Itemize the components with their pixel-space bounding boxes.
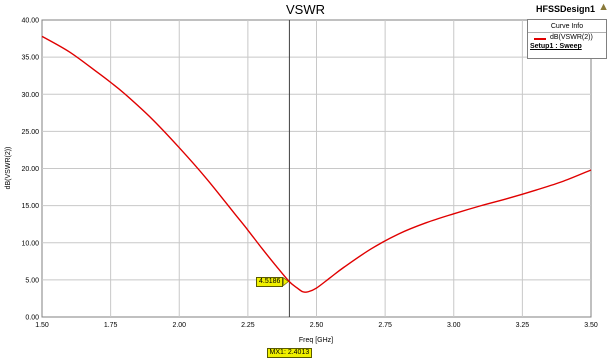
x-tick-label: 3.25 — [516, 322, 530, 329]
y-tick-label: 20.00 — [21, 166, 39, 173]
chart-title: VSWR — [286, 2, 325, 17]
grid — [42, 20, 591, 317]
marker-label[interactable]: MX1: 2.4013 — [266, 348, 313, 358]
y-tick-label: 35.00 — [21, 55, 39, 62]
x-tick-label: 3.00 — [447, 322, 461, 329]
x-tick-label: 2.50 — [310, 322, 324, 329]
hfss-logo-icon: ▲ — [598, 1, 609, 13]
legend-series-name: dB(VSWR(2)) — [550, 34, 593, 41]
x-tick-label: 3.50 — [584, 322, 598, 329]
x-tick-label: 2.25 — [241, 322, 255, 329]
legend[interactable]: Curve Info dB(VSWR(2)) Setup1 : Sweep — [527, 19, 607, 59]
x-tick-label: 2.00 — [172, 322, 186, 329]
x-axis-label: Freq [GHz] — [299, 337, 333, 344]
marker-pointer — [283, 277, 289, 287]
x-tick-label: 1.75 — [104, 322, 118, 329]
x-tick-label: 1.50 — [35, 322, 49, 329]
y-tick-label: 15.00 — [21, 203, 39, 210]
legend-entry[interactable]: dB(VSWR(2)) — [528, 33, 606, 43]
y-tick-label: 5.00 — [25, 277, 39, 284]
series-line-vswr[interactable] — [41, 35, 592, 293]
y-tick-label: 10.00 — [21, 240, 39, 247]
marker-value-label[interactable]: 4.5186 — [255, 276, 284, 287]
legend-swatch — [534, 38, 546, 40]
design-name: HFSSDesign1 — [535, 4, 595, 14]
y-tick-label: 0.00 — [25, 315, 39, 322]
y-tick-label: 25.00 — [21, 129, 39, 136]
x-tick-label: 2.75 — [378, 322, 392, 329]
legend-header: Curve Info — [528, 20, 606, 33]
legend-setup: Setup1 : Sweep — [530, 43, 582, 50]
y-tick-label: 30.00 — [21, 92, 39, 99]
y-axis-label: dB(VSWR(2)) — [5, 147, 12, 190]
y-tick-label: 40.00 — [21, 18, 39, 25]
tick-labels: 1.50 1.75 2.00 2.25 2.50 2.75 3.00 3.25 3.50 0.00… — [21, 18, 597, 330]
